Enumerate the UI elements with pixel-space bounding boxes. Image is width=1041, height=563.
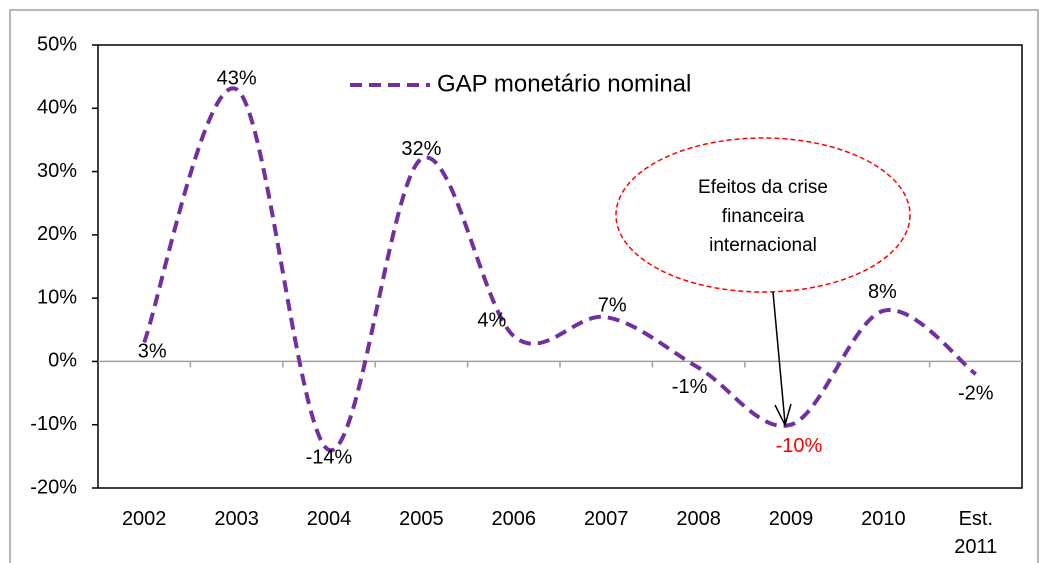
y-tick-label: -10% <box>30 413 77 435</box>
legend-label: GAP monetário nominal <box>437 70 691 97</box>
x-tick-label: 2008 <box>676 508 721 530</box>
x-tick-label: 2002 <box>122 508 167 530</box>
line-series <box>142 86 978 453</box>
chart-frame <box>9 9 1039 563</box>
data-label: 7% <box>598 294 627 316</box>
y-tick-label: 0% <box>48 350 77 372</box>
y-tick-label: 20% <box>37 223 77 245</box>
x-tick-label: 2007 <box>584 508 629 530</box>
annotation-text: financeira <box>722 206 805 227</box>
x-tick-label: 2010 <box>861 508 906 530</box>
x-tick-label: 2009 <box>769 508 814 530</box>
data-label: 32% <box>401 138 441 160</box>
x-tick-label: 2006 <box>492 508 537 530</box>
y-tick-label: 10% <box>37 286 77 308</box>
x-tick-label: Est. 2011 <box>954 508 997 558</box>
annotation-ellipse <box>615 137 911 293</box>
y-tick-label: 50% <box>37 33 77 55</box>
x-tick-label: 2003 <box>214 508 259 530</box>
data-label: -2% <box>958 382 994 404</box>
y-tick-label: 40% <box>37 97 77 119</box>
data-label: -1% <box>672 376 708 398</box>
annotation-text: internacional <box>709 235 817 256</box>
data-label: 43% <box>217 68 257 90</box>
annotation-arrow <box>772 291 786 424</box>
y-tick-label: 30% <box>37 160 77 182</box>
data-label: 8% <box>868 281 897 303</box>
data-label: -14% <box>306 446 353 468</box>
x-tick-label: 2004 <box>307 508 352 530</box>
plot-area <box>97 44 1023 489</box>
annotation-text: Efeitos da crise <box>698 177 828 198</box>
annotation-arrowhead <box>774 403 792 428</box>
data-label: 3% <box>138 341 167 363</box>
x-tick-label: 2005 <box>399 508 444 530</box>
data-label: 4% <box>477 309 506 331</box>
y-tick-label: -20% <box>30 476 77 498</box>
data-label: -10% <box>776 435 823 457</box>
